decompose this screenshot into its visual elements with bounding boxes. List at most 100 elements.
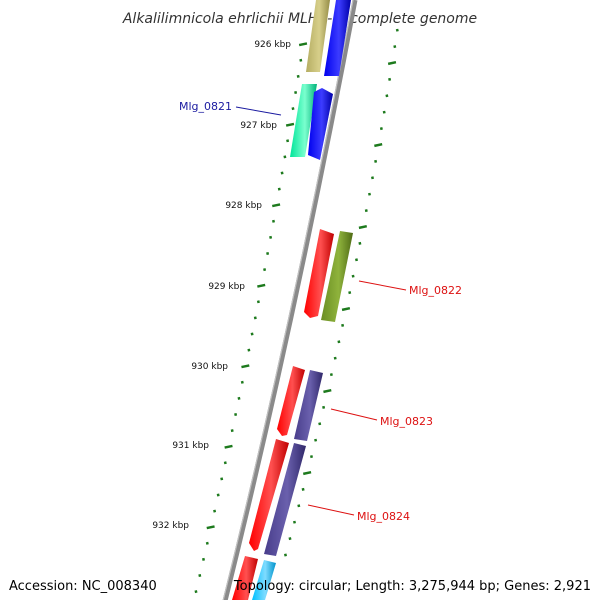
inner-minor-tick xyxy=(272,219,275,223)
inner-minor-tick xyxy=(294,91,298,94)
inner-major-tick xyxy=(241,364,250,369)
tick-label-926: 926 kbp xyxy=(254,40,291,50)
inner-minor-tick xyxy=(213,509,217,513)
inner-minor-tick xyxy=(237,396,241,400)
inner-minor-tick xyxy=(266,252,270,255)
gene-label-mlg0824[interactable]: Mlg_0824 xyxy=(357,510,410,523)
outer-minor-tick xyxy=(371,176,374,180)
topology-text: Topology: circular; Length: 3,275,944 bp… xyxy=(233,579,591,594)
inner-minor-tick xyxy=(247,348,251,352)
outer-minor-tick xyxy=(385,94,389,98)
accession-text: Accession: NC_008340 xyxy=(9,579,157,594)
inner-minor-tick xyxy=(263,268,267,272)
inner-minor-tick xyxy=(291,107,295,111)
outer-minor-tick xyxy=(322,405,326,409)
outer-major-tick xyxy=(323,388,332,394)
map-title: Alkalilimnicola ehrlichii MLHE-1, comple… xyxy=(122,11,477,27)
gene-feature-red-0824[interactable] xyxy=(249,439,289,551)
outer-minor-tick xyxy=(293,520,296,524)
inner-minor-tick xyxy=(205,541,209,545)
gene-label-mlg0822[interactable]: Mlg_0822 xyxy=(409,284,462,297)
inner-major-tick xyxy=(224,444,233,449)
outer-minor-tick xyxy=(310,455,313,459)
inner-minor-tick xyxy=(296,74,300,78)
gene-feature-blue-top[interactable] xyxy=(324,0,351,76)
gene-feature-cyan-bottom[interactable] xyxy=(252,560,276,600)
inner-minor-tick xyxy=(216,493,220,497)
gene-feature-tan[interactable] xyxy=(306,0,330,72)
outer-minor-tick xyxy=(301,487,305,491)
inner-minor-tick xyxy=(277,187,281,191)
gene-feature-red-bottom[interactable] xyxy=(232,556,258,600)
inner-minor-tick xyxy=(283,155,287,159)
outer-minor-tick xyxy=(314,438,318,442)
outer-minor-tick xyxy=(337,340,341,344)
inner-minor-tick xyxy=(240,380,244,384)
outer-minor-tick xyxy=(288,537,292,541)
inner-minor-tick xyxy=(269,235,273,239)
outer-minor-tick xyxy=(351,274,355,278)
inner-tick-ring xyxy=(194,42,308,594)
inner-minor-tick xyxy=(198,574,202,577)
leader-mlg0823 xyxy=(330,408,378,421)
outer-minor-tick xyxy=(329,373,333,377)
inner-minor-tick xyxy=(286,139,290,143)
inner-major-tick xyxy=(206,525,215,530)
inner-minor-tick xyxy=(220,477,224,481)
leader-mlg0821 xyxy=(235,106,282,116)
leader-mlg0824 xyxy=(307,504,355,516)
genome-backbone-highlight xyxy=(222,0,354,600)
outer-minor-tick xyxy=(388,77,392,81)
genome-backbone xyxy=(222,0,358,600)
tick-label-928: 928 kbp xyxy=(225,201,262,211)
gene-feature-mlg0824[interactable] xyxy=(264,443,306,556)
outer-minor-tick xyxy=(364,209,368,213)
outer-minor-tick xyxy=(393,45,397,49)
gene-feature-blue-arrow[interactable] xyxy=(308,88,333,160)
outer-minor-tick xyxy=(318,422,322,426)
inner-minor-tick xyxy=(253,316,257,320)
gene-feature-mlg0823[interactable] xyxy=(294,370,323,441)
outer-major-tick xyxy=(302,470,312,476)
outer-minor-tick xyxy=(341,323,345,327)
inner-minor-tick xyxy=(230,429,234,433)
outer-major-tick xyxy=(387,60,397,66)
inner-minor-tick xyxy=(202,557,205,561)
inner-minor-tick xyxy=(256,300,260,304)
outer-minor-tick xyxy=(358,241,362,245)
outer-minor-tick xyxy=(382,110,386,114)
tick-label-930: 930 kbp xyxy=(191,362,228,372)
outer-minor-tick xyxy=(333,356,337,360)
outer-minor-tick xyxy=(379,127,383,131)
outer-major-tick xyxy=(358,224,368,230)
outer-minor-tick xyxy=(355,258,358,262)
tick-label-927: 927 kbp xyxy=(240,121,277,131)
inner-major-tick xyxy=(285,122,295,127)
inner-minor-tick xyxy=(194,590,198,594)
outer-minor-tick xyxy=(374,159,378,163)
inner-minor-tick xyxy=(234,413,238,416)
inner-minor-tick xyxy=(280,171,284,175)
tick-label-932: 932 kbp xyxy=(152,521,189,531)
gene-feature-mlg0821[interactable] xyxy=(290,84,317,157)
tick-labels: 926 kbp 927 kbp 928 kbp 929 kbp 930 kbp … xyxy=(152,40,291,531)
outer-minor-tick xyxy=(297,504,301,508)
inner-minor-tick xyxy=(223,461,227,465)
inner-major-tick xyxy=(257,283,266,288)
inner-major-tick xyxy=(298,42,308,47)
outer-minor-tick xyxy=(348,291,352,295)
gene-label-mlg0821[interactable]: Mlg_0821 xyxy=(179,100,232,113)
gene-feature-red-0822[interactable] xyxy=(304,229,334,318)
gene-label-leaders xyxy=(235,106,407,516)
gene-labels: Mlg_0821 Mlg_0822 Mlg_0823 Mlg_0824 xyxy=(179,100,462,523)
gene-feature-red-0823[interactable] xyxy=(277,366,305,436)
outer-minor-tick xyxy=(284,553,287,557)
gene-label-mlg0823[interactable]: Mlg_0823 xyxy=(380,415,433,428)
gene-feature-mlg0822[interactable] xyxy=(321,231,353,322)
outer-major-tick xyxy=(341,306,351,312)
tick-label-931: 931 kbp xyxy=(172,441,209,451)
outer-major-tick xyxy=(374,142,383,148)
outer-minor-tick xyxy=(395,28,399,32)
inner-minor-tick xyxy=(250,332,254,336)
